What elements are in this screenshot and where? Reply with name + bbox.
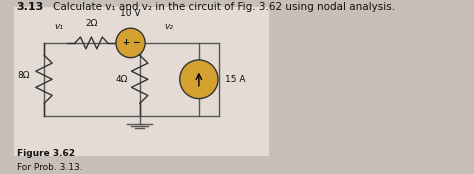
Text: +: +	[122, 38, 129, 47]
Text: 15 A: 15 A	[225, 75, 246, 84]
Text: Figure 3.62: Figure 3.62	[17, 149, 74, 158]
Text: 3.13: 3.13	[17, 2, 44, 12]
Ellipse shape	[116, 28, 145, 58]
Text: 2Ω: 2Ω	[85, 19, 98, 28]
Text: 10 V: 10 V	[120, 9, 141, 18]
Ellipse shape	[180, 60, 218, 99]
Text: v₁: v₁	[54, 22, 63, 31]
Text: 8Ω: 8Ω	[17, 71, 30, 80]
Text: For Prob. 3.13.: For Prob. 3.13.	[17, 163, 82, 172]
Text: 4Ω: 4Ω	[115, 75, 128, 84]
Text: v₂: v₂	[164, 22, 173, 31]
Text: Calculate v₁ and v₂ in the circuit of Fig. 3.62 using nodal analysis.: Calculate v₁ and v₂ in the circuit of Fi…	[53, 2, 395, 12]
Text: −: −	[132, 38, 139, 47]
Bar	[14, 7, 270, 156]
